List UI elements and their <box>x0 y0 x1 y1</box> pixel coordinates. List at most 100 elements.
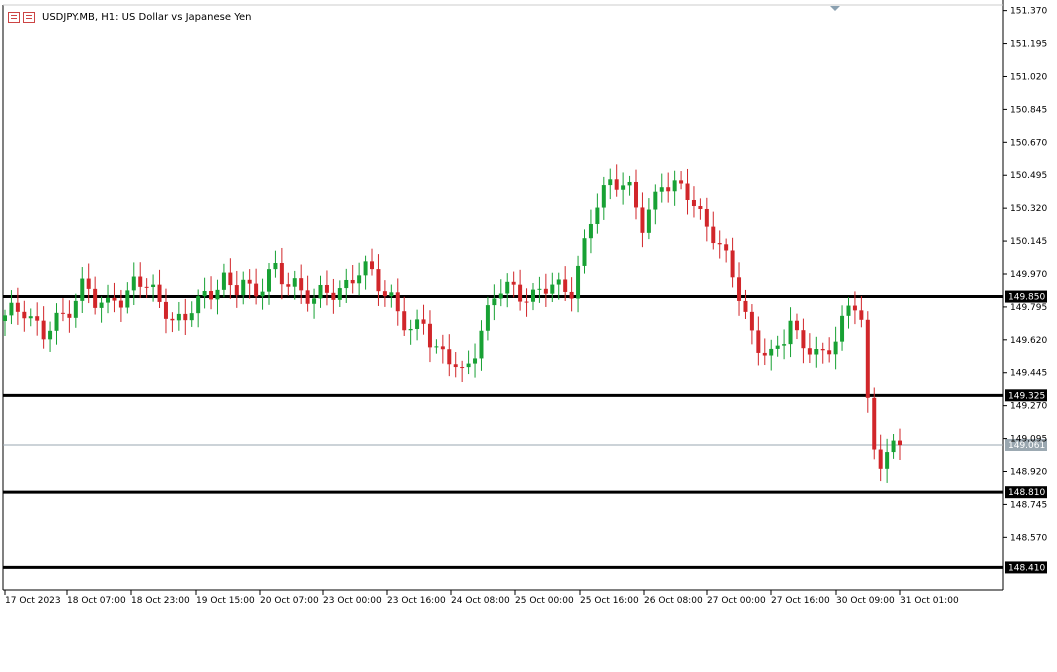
candle <box>666 172 671 203</box>
candle <box>144 278 149 299</box>
candle <box>473 343 478 378</box>
candle <box>86 263 91 304</box>
candle-body <box>582 238 587 266</box>
candle <box>395 278 400 326</box>
candle <box>518 269 523 311</box>
candle-body <box>730 250 735 278</box>
current-price-box <box>1005 438 1047 451</box>
candle-body <box>247 279 252 284</box>
candle-body <box>891 440 896 453</box>
candle-body <box>241 279 246 296</box>
candle <box>427 310 432 363</box>
price-axis[interactable]: 151.370 151.195 151.020 150.845 150.670 150.4… <box>1003 7 1047 544</box>
candle-body <box>801 330 806 349</box>
candle <box>67 300 72 333</box>
candle <box>312 288 317 319</box>
candle <box>730 237 735 288</box>
candle <box>891 434 896 459</box>
candle <box>163 288 168 334</box>
candle-body <box>189 313 194 321</box>
candle-body <box>434 346 439 348</box>
candle-body <box>35 316 40 321</box>
candle <box>234 270 239 308</box>
candle-body <box>112 297 117 301</box>
x-tick-label: 25 Oct 00:00 <box>515 596 574 606</box>
y-tick-label: 150.145 <box>1010 237 1047 247</box>
y-tick-label: 149.445 <box>1010 369 1047 379</box>
candle-body <box>273 262 278 270</box>
candle-body <box>3 315 7 322</box>
candle <box>698 198 703 220</box>
candle-body <box>608 179 613 186</box>
candle <box>370 248 375 276</box>
candle-body <box>228 272 233 286</box>
candle <box>421 304 426 335</box>
level-price-box <box>1005 561 1047 574</box>
candle <box>885 438 890 483</box>
candle-body <box>518 284 523 302</box>
candle-body <box>769 348 774 356</box>
candle-body <box>67 313 72 318</box>
candle <box>189 301 194 327</box>
candle-body <box>820 349 825 351</box>
candle <box>118 289 123 322</box>
candle-body <box>337 288 342 300</box>
candle-body <box>41 320 46 340</box>
candle <box>453 352 458 378</box>
candle-body <box>350 279 355 284</box>
candle-body <box>344 279 349 289</box>
candle-body <box>266 269 271 292</box>
candle-body <box>453 364 458 368</box>
candle <box>9 290 14 325</box>
y-tick-label: 150.845 <box>1010 105 1047 115</box>
x-tick-label: 27 Oct 16:00 <box>771 596 830 606</box>
candle-body <box>840 315 845 342</box>
candle <box>228 258 233 299</box>
shift-marker-icon[interactable] <box>830 6 840 11</box>
x-tick-label: 24 Oct 08:00 <box>451 596 510 606</box>
horizontal-levels[interactable]: 149.850 149.325 148.810 148.410 149.061 <box>3 290 1047 574</box>
candle <box>382 280 387 307</box>
y-tick-label: 150.320 <box>1010 204 1047 214</box>
y-tick-label: 149.795 <box>1010 303 1047 313</box>
candle <box>273 250 278 278</box>
chart-header: USDJPY.MB, H1: US Dollar vs Japanese Yen <box>8 9 251 25</box>
level-price-box <box>1005 389 1047 402</box>
candle <box>852 291 857 325</box>
candle-body <box>215 289 220 300</box>
candle <box>209 276 214 310</box>
candle-body <box>131 276 136 291</box>
candle <box>601 176 606 220</box>
x-tick-label: 17 Oct 2023 <box>5 596 61 606</box>
candle <box>254 268 259 305</box>
candle <box>717 230 722 259</box>
candle <box>28 308 33 327</box>
candle <box>737 262 742 316</box>
y-tick-label: 149.970 <box>1010 270 1047 280</box>
candle <box>54 303 59 345</box>
x-tick-label: 25 Oct 16:00 <box>580 596 639 606</box>
candle <box>434 339 439 354</box>
candle-body <box>556 279 561 285</box>
x-tick-label: 26 Oct 08:00 <box>644 596 703 606</box>
chart-window-icon[interactable] <box>8 11 20 23</box>
candle <box>634 169 639 220</box>
candle-body <box>299 278 304 291</box>
candle-body <box>691 199 696 207</box>
candle-body <box>209 291 214 300</box>
candle-body <box>717 243 722 245</box>
candle <box>292 270 297 300</box>
candle <box>266 262 271 305</box>
candle-body <box>196 296 201 314</box>
candle-body <box>621 185 626 190</box>
candle-body <box>756 330 761 353</box>
candle-body <box>543 288 548 294</box>
candle-body <box>202 291 207 297</box>
indicators-icon[interactable] <box>23 11 35 23</box>
level-price-label: 149.850 <box>1008 293 1045 303</box>
candle-body <box>86 278 91 289</box>
candle <box>48 321 53 352</box>
candle <box>801 318 806 364</box>
time-axis[interactable]: 17 Oct 2023 18 Oct 07:00 18 Oct 23:00 19 Oc… <box>4 590 959 606</box>
